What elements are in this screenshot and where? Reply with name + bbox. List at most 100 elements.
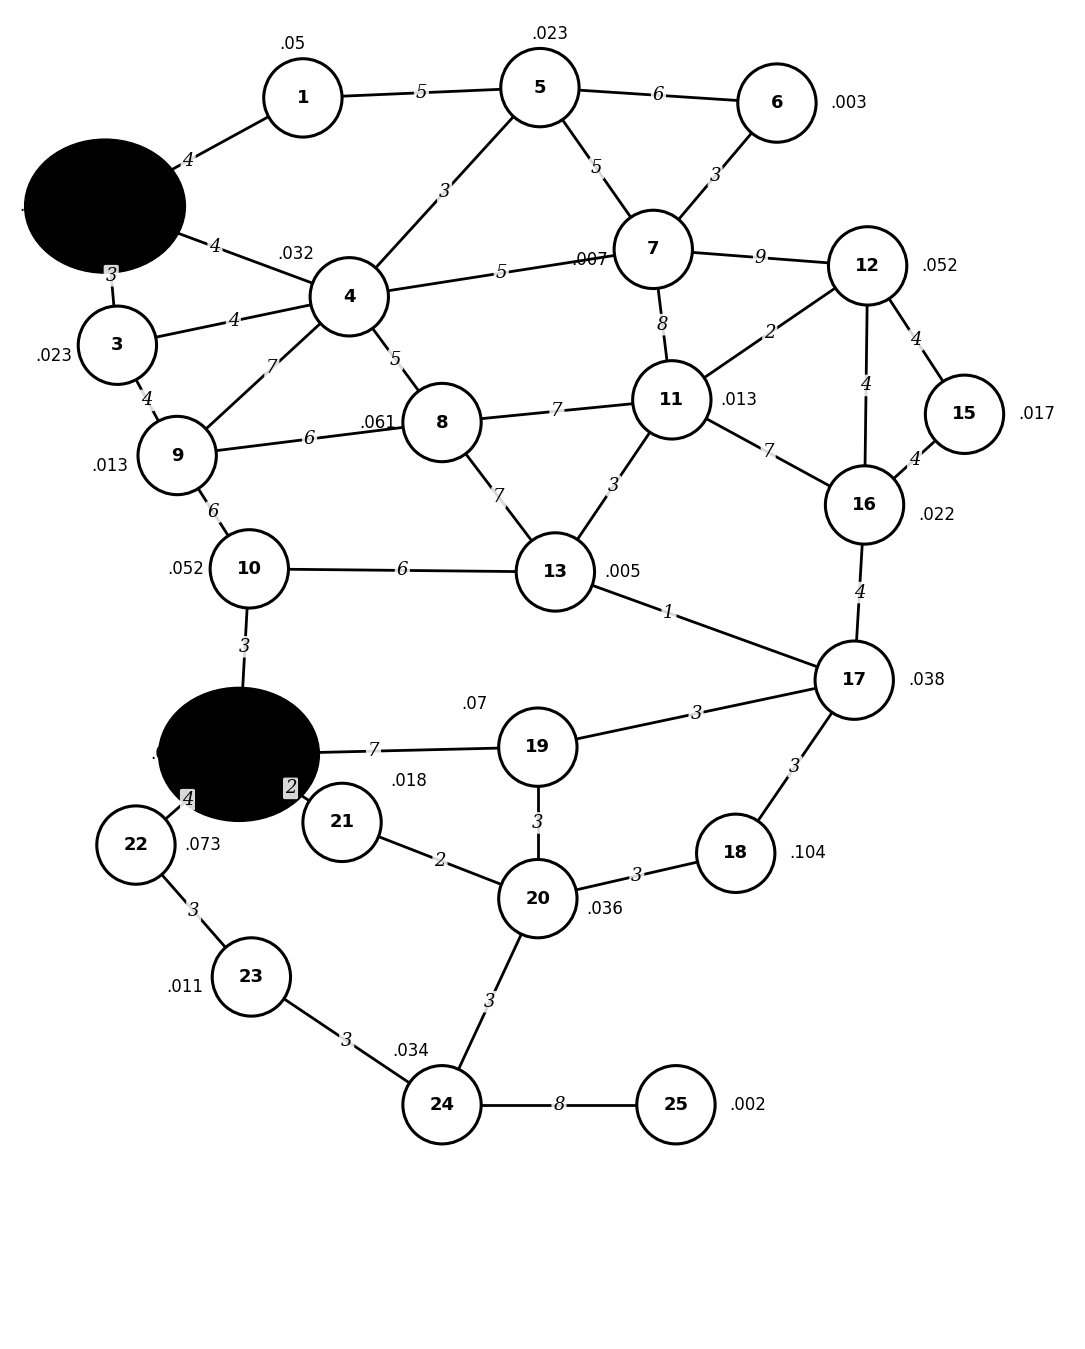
Circle shape bbox=[138, 417, 216, 495]
Text: 16: 16 bbox=[852, 496, 877, 514]
Text: .007: .007 bbox=[571, 251, 608, 268]
Circle shape bbox=[210, 530, 289, 608]
Text: .022: .022 bbox=[918, 506, 955, 525]
Text: 7: 7 bbox=[647, 240, 660, 259]
Text: 1: 1 bbox=[296, 89, 309, 107]
Circle shape bbox=[97, 805, 175, 884]
Text: 3: 3 bbox=[438, 183, 450, 201]
Text: 20: 20 bbox=[525, 889, 550, 908]
Text: 8: 8 bbox=[656, 316, 668, 333]
Circle shape bbox=[516, 533, 595, 611]
Text: .023: .023 bbox=[532, 26, 569, 43]
Circle shape bbox=[614, 210, 692, 289]
Text: 2: 2 bbox=[764, 324, 776, 341]
Circle shape bbox=[815, 641, 893, 719]
Circle shape bbox=[926, 375, 1004, 453]
Text: 4: 4 bbox=[228, 312, 239, 331]
Text: 9: 9 bbox=[755, 248, 766, 267]
Text: .005: .005 bbox=[604, 563, 641, 581]
Circle shape bbox=[303, 784, 381, 862]
Text: 6: 6 bbox=[207, 503, 219, 521]
Text: 17: 17 bbox=[842, 672, 867, 689]
Text: 4: 4 bbox=[141, 391, 153, 409]
Text: .052: .052 bbox=[167, 560, 204, 577]
Text: 10: 10 bbox=[237, 560, 261, 577]
Text: 4: 4 bbox=[909, 451, 920, 468]
Text: .003: .003 bbox=[831, 94, 868, 112]
Text: 6: 6 bbox=[304, 430, 316, 448]
Text: 3: 3 bbox=[710, 167, 720, 185]
Text: 21: 21 bbox=[330, 813, 355, 831]
Text: .07: .07 bbox=[461, 695, 487, 712]
Text: 2: 2 bbox=[434, 851, 446, 870]
Text: 23: 23 bbox=[239, 969, 264, 986]
Text: .038: .038 bbox=[908, 672, 945, 689]
Text: .023: .023 bbox=[35, 347, 72, 364]
Text: 8: 8 bbox=[553, 1095, 564, 1114]
Text: 6: 6 bbox=[653, 86, 664, 104]
Circle shape bbox=[78, 306, 156, 384]
Text: .036: .036 bbox=[586, 900, 623, 917]
Text: .013: .013 bbox=[91, 457, 129, 475]
Text: 3: 3 bbox=[188, 902, 200, 920]
Circle shape bbox=[499, 708, 577, 786]
Text: .034: .034 bbox=[393, 1043, 430, 1060]
Ellipse shape bbox=[158, 688, 319, 822]
Text: 15: 15 bbox=[952, 405, 976, 424]
Text: 22: 22 bbox=[124, 836, 149, 854]
Circle shape bbox=[633, 360, 711, 438]
Text: .011: .011 bbox=[166, 978, 203, 997]
Text: 4: 4 bbox=[181, 791, 193, 808]
Text: .073: .073 bbox=[184, 836, 221, 854]
Text: 7: 7 bbox=[551, 402, 563, 420]
Text: 5: 5 bbox=[591, 159, 602, 178]
Text: .052: .052 bbox=[921, 256, 958, 275]
Text: 4: 4 bbox=[910, 331, 922, 349]
Circle shape bbox=[213, 938, 291, 1016]
Circle shape bbox=[403, 1066, 481, 1144]
Text: 4: 4 bbox=[209, 237, 220, 256]
Text: 4: 4 bbox=[854, 584, 865, 602]
Text: .018: .018 bbox=[391, 772, 427, 791]
Text: 5: 5 bbox=[416, 84, 427, 101]
Circle shape bbox=[264, 59, 342, 138]
Text: 13: 13 bbox=[542, 563, 567, 581]
Text: .059: .059 bbox=[151, 746, 188, 764]
Text: 3: 3 bbox=[532, 813, 544, 832]
Text: 3: 3 bbox=[239, 638, 251, 656]
Text: .032: .032 bbox=[277, 244, 315, 263]
Circle shape bbox=[499, 859, 577, 938]
Text: .013: .013 bbox=[720, 391, 757, 409]
Circle shape bbox=[826, 465, 904, 544]
Text: 5: 5 bbox=[496, 264, 507, 282]
Text: 1: 1 bbox=[663, 604, 675, 622]
Text: 7: 7 bbox=[368, 742, 380, 759]
Text: 3: 3 bbox=[484, 993, 496, 1010]
Circle shape bbox=[310, 258, 388, 336]
Circle shape bbox=[403, 383, 481, 461]
Text: .017: .017 bbox=[1018, 405, 1055, 424]
Text: 3: 3 bbox=[111, 336, 124, 355]
Text: 7: 7 bbox=[266, 359, 278, 378]
Text: 5: 5 bbox=[534, 78, 546, 97]
Text: 18: 18 bbox=[724, 844, 749, 862]
Text: 4: 4 bbox=[343, 287, 356, 306]
Circle shape bbox=[738, 63, 816, 142]
Text: 3: 3 bbox=[105, 267, 117, 285]
Text: 3: 3 bbox=[341, 1032, 353, 1050]
Circle shape bbox=[829, 227, 907, 305]
Text: 4: 4 bbox=[182, 151, 194, 170]
Text: 4: 4 bbox=[860, 376, 872, 394]
Text: 24: 24 bbox=[430, 1095, 455, 1114]
Text: 19: 19 bbox=[525, 738, 550, 757]
Text: 7: 7 bbox=[763, 444, 774, 461]
Text: 6: 6 bbox=[770, 94, 783, 112]
Text: 8: 8 bbox=[436, 414, 448, 432]
Text: 12: 12 bbox=[855, 256, 880, 275]
Text: 3: 3 bbox=[789, 758, 801, 776]
Text: 7: 7 bbox=[493, 488, 505, 506]
Circle shape bbox=[637, 1066, 715, 1144]
Text: .061: .061 bbox=[360, 414, 396, 432]
Text: 5: 5 bbox=[390, 351, 401, 368]
Text: .05: .05 bbox=[280, 35, 306, 54]
